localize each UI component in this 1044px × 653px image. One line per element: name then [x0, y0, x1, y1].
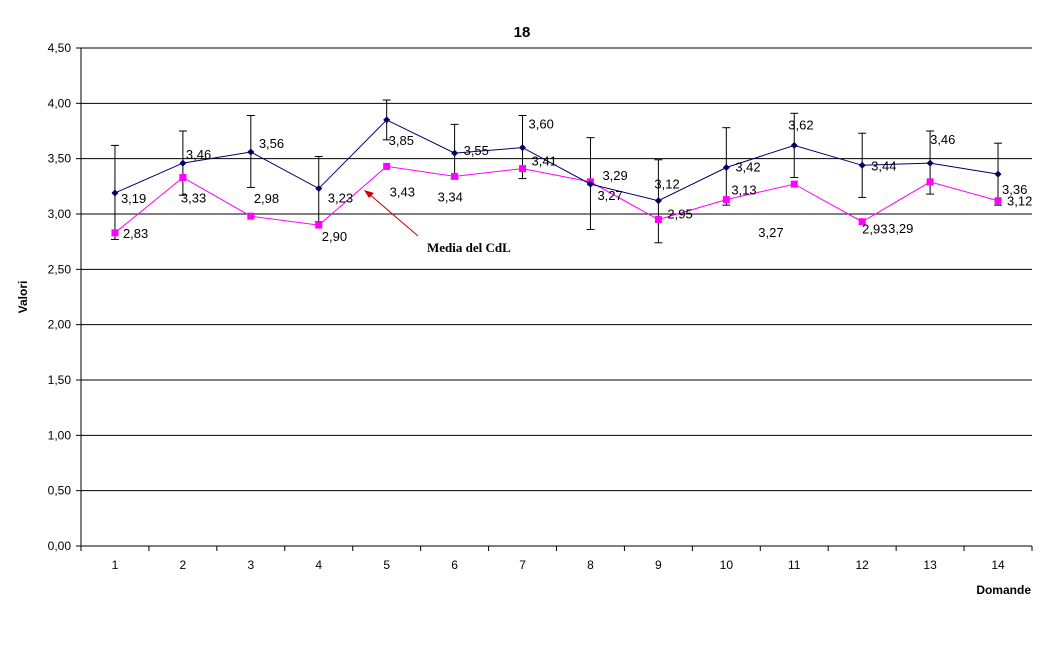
x-tick-label: 4	[315, 558, 322, 572]
data-point-cdl	[451, 172, 459, 180]
data-point-main	[586, 180, 594, 188]
data-point-main	[247, 148, 255, 156]
data-point-main	[790, 141, 798, 149]
data-label-cdl: 3,34	[438, 189, 463, 204]
y-tick-label: 4,00	[48, 96, 72, 110]
gridlines	[81, 47, 1032, 547]
data-point-cdl	[247, 212, 255, 220]
data-label-main: 3,36	[1002, 182, 1027, 197]
data-point-cdl	[519, 165, 527, 173]
annotations: Media del CdL	[364, 190, 511, 255]
series-line-main	[114, 119, 999, 202]
data-point-main	[926, 159, 934, 167]
y-tick-label: 1,00	[48, 428, 72, 442]
data-label-cdl: 2,83	[123, 226, 148, 241]
axes: 0,00 0,50 1,00 1,50 2,00 2,50 3,00 3,50 4,00 4,50…	[48, 41, 1033, 572]
annotation-arrowhead	[364, 190, 374, 198]
x-tick-label: 9	[655, 558, 662, 572]
data-point-main	[383, 116, 391, 124]
data-point-main	[451, 149, 459, 157]
data-label-main: 3,46	[186, 147, 211, 162]
data-point-cdl	[722, 196, 730, 204]
x-tick-label: 8	[587, 558, 594, 572]
data-point-main	[654, 197, 662, 205]
x-tick-label: 10	[720, 558, 734, 572]
data-label-cdl: 2,93	[862, 222, 887, 237]
data-label-cdl: 2,95	[667, 207, 692, 222]
data-label-main: 3,56	[259, 136, 284, 151]
y-tick-label: 3,00	[48, 207, 72, 221]
data-label-cdl: 2,98	[254, 191, 279, 206]
data-label-main: 3,60	[529, 117, 554, 132]
data-labels: 3,19 3,46 3,56 3,23 3,85 3,55 3,60 3,27 3,12 3,42…	[121, 117, 1032, 244]
y-tick-label: 3,50	[48, 152, 72, 166]
y-tick-label: 1,50	[48, 373, 72, 387]
data-label-main: 3,27	[597, 188, 622, 203]
data-label-main: 3,42	[735, 160, 760, 175]
x-tick-label: 14	[991, 558, 1005, 572]
data-point-cdl	[994, 197, 1002, 205]
data-point-main	[519, 144, 527, 152]
x-tick-label: 2	[180, 558, 187, 572]
data-point-cdl	[858, 218, 866, 226]
data-label-cdl: 3,43	[390, 184, 415, 199]
data-label-main: 3,44	[871, 158, 896, 173]
data-point-cdl	[179, 173, 187, 181]
x-tick-label: 6	[451, 558, 458, 572]
data-point-main	[722, 164, 730, 172]
y-axis-label: Valori	[16, 281, 30, 314]
x-tick-label: 5	[383, 558, 390, 572]
data-label-main: 3,12	[654, 177, 679, 192]
data-label-cdl: 3,12	[1007, 194, 1032, 209]
annotation-label: Media del CdL	[427, 240, 511, 255]
x-tick-label: 1	[112, 558, 119, 572]
data-point-main	[858, 161, 866, 169]
data-label-cdl: 3,29	[888, 221, 913, 236]
data-label-main: 3,55	[464, 143, 489, 158]
annotation-arrow	[367, 192, 419, 237]
data-point-cdl	[111, 229, 119, 237]
chart-title: 18	[514, 24, 531, 41]
data-label-main: 3,85	[389, 133, 414, 148]
x-tick-label: 12	[855, 558, 869, 572]
series-line-cdl	[114, 165, 999, 234]
data-point-cdl	[383, 162, 391, 170]
data-label-cdl: 3,27	[758, 225, 783, 240]
x-tick-label: 11	[788, 558, 801, 572]
x-tick-label: 7	[519, 558, 526, 572]
y-tick-label: 2,50	[48, 262, 72, 276]
data-point-cdl	[315, 221, 323, 229]
data-label-cdl: 3,13	[731, 183, 756, 198]
data-point-main	[315, 185, 323, 193]
y-tick-label: 0,00	[48, 539, 72, 553]
data-label-cdl: 3,29	[602, 168, 627, 183]
data-point-main	[179, 159, 187, 167]
data-point-main	[994, 170, 1002, 178]
data-point-cdl	[790, 180, 798, 188]
data-point-main	[111, 189, 119, 197]
y-tick-label: 4,50	[48, 41, 72, 55]
data-label-cdl: 3,41	[532, 154, 557, 169]
x-tick-label: 13	[923, 558, 937, 572]
data-point-cdl	[654, 216, 662, 224]
y-tick-label: 0,50	[48, 484, 72, 498]
series-lines	[111, 116, 1002, 237]
y-tick-label: 2,00	[48, 318, 72, 332]
data-label-main: 3,23	[328, 191, 353, 206]
data-label-main: 3,19	[121, 191, 146, 206]
data-label-cdl: 3,33	[181, 190, 206, 205]
data-label-main: 3,62	[788, 117, 813, 132]
data-label-cdl: 2,90	[322, 229, 347, 244]
data-point-cdl	[926, 178, 934, 186]
data-label-main: 3,46	[930, 132, 955, 147]
x-axis-label: Domande	[976, 583, 1031, 597]
x-tick-label: 3	[247, 558, 254, 572]
